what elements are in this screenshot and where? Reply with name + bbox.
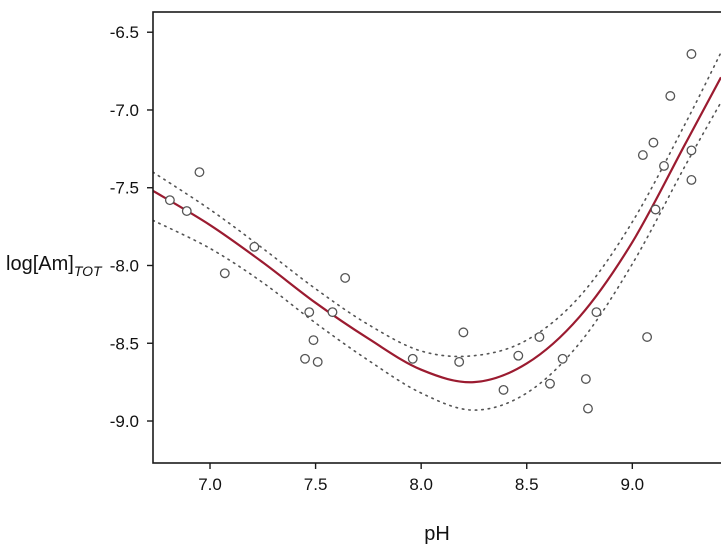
plot-area — [153, 49, 721, 414]
upper-confidence-band — [153, 51, 721, 358]
data-point — [304, 307, 315, 318]
data-point — [545, 378, 555, 389]
data-point — [642, 332, 653, 342]
data-point — [249, 241, 260, 252]
x-axis-title: pH — [424, 523, 450, 545]
data-point — [637, 150, 648, 161]
y-tick-label: -8.5 — [110, 334, 139, 353]
data-point — [312, 356, 323, 367]
data-point — [665, 91, 676, 101]
fit-curve — [153, 76, 721, 384]
data-point — [327, 307, 338, 318]
data-point — [164, 195, 175, 206]
data-point — [407, 353, 418, 364]
data-point — [557, 353, 568, 364]
x-tick-label: 8.0 — [409, 475, 433, 494]
data-point — [340, 272, 351, 283]
data-point — [181, 206, 192, 217]
data-point — [498, 384, 509, 395]
lower-confidence-band — [153, 101, 721, 411]
data-point — [591, 307, 602, 318]
data-point — [454, 356, 465, 367]
data-point — [580, 374, 591, 384]
x-axis: 7.0 7.5 8.0 8.5 9.0 — [198, 463, 644, 494]
y-axis-title-main: log[Am] — [6, 253, 74, 275]
y-axis: -6.5 -7.0 -7.5 -8.0 -8.5 -9.0 — [110, 23, 153, 431]
y-tick-label: -9.0 — [110, 412, 139, 431]
data-point — [513, 350, 524, 361]
y-tick-label: -6.5 — [110, 23, 139, 42]
y-axis-title: log[Am]TOT — [6, 253, 103, 279]
data-point — [300, 353, 310, 364]
x-tick-label: 8.5 — [515, 475, 539, 494]
data-point — [308, 335, 319, 346]
data-point — [686, 145, 697, 156]
y-tick-label: -7.5 — [110, 179, 139, 198]
y-tick-label: -8.0 — [110, 256, 139, 275]
data-point — [648, 137, 659, 148]
data-point — [650, 204, 661, 215]
data-point — [194, 167, 205, 178]
data-point — [219, 268, 230, 279]
data-point — [583, 403, 593, 414]
x-tick-label: 9.0 — [620, 475, 644, 494]
y-tick-label: -7.0 — [110, 101, 139, 120]
data-point — [659, 161, 669, 171]
data-point — [686, 49, 697, 59]
data-point — [458, 327, 469, 338]
plot-frame — [152, 11, 721, 464]
x-tick-label: 7.0 — [198, 475, 222, 494]
x-tick-label: 7.5 — [304, 475, 328, 494]
data-point — [534, 332, 545, 342]
y-axis-title-subscript: TOT — [74, 263, 103, 279]
data-point — [686, 175, 697, 185]
